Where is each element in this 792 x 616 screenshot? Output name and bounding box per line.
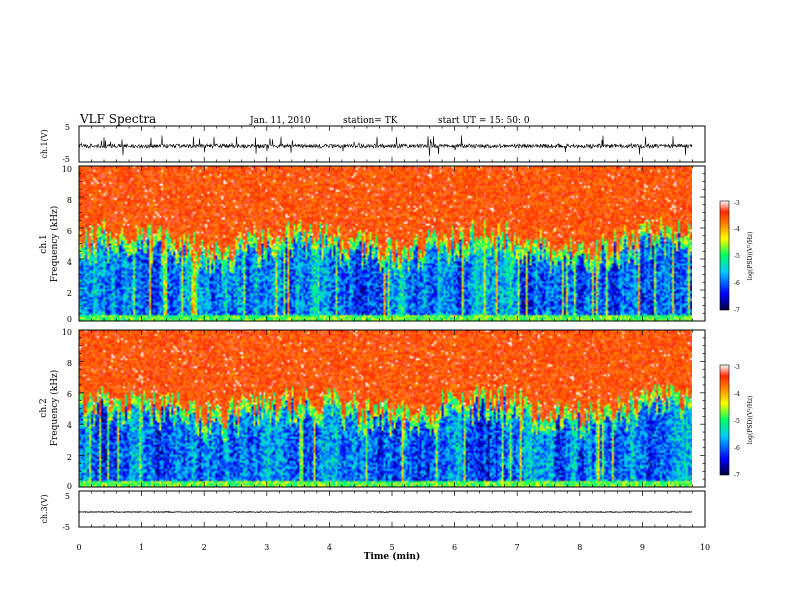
ch1-tick-top: 5 (65, 123, 70, 132)
spec2-ytick-4: 4 (67, 421, 72, 430)
xtick-9: 9 (640, 543, 645, 552)
spec1-channel-label: ch.1 (39, 234, 49, 253)
cb1-tick-m3: -3 (734, 200, 740, 207)
xtick-6: 6 (452, 543, 457, 552)
cb1-tick-m4: -4 (734, 226, 740, 233)
cb2-tick-m7: -7 (734, 472, 740, 479)
ch1-waveform-panel: 5 -5 ch.1(V) (40, 123, 706, 164)
x-axis-ticks (78, 126, 706, 527)
ch1-spectrogram-heatmap (79, 166, 692, 321)
spec2-ytick-10: 10 (62, 328, 72, 337)
spec2-frequency-label: Frequency (kHz) (49, 370, 60, 447)
ch1-waveform-line (78, 135, 693, 157)
cb1-tick-m7: -7 (734, 307, 740, 314)
cb1-tick-m5: -5 (734, 253, 740, 260)
spec2-channel-label: ch.2 (39, 398, 49, 417)
spec2-ytick-8: 8 (67, 359, 72, 368)
spec1-ytick-0: 0 (67, 315, 72, 324)
xtick-10: 10 (700, 543, 710, 552)
colorbar-ch1: -3 -4 -5 -6 -7 log(PSD)(V²/Hz) (719, 200, 754, 314)
xtick-0: 0 (76, 543, 81, 552)
cb1-tick-m6: -6 (734, 280, 740, 287)
cb2-label: log(PSD)(V²/Hz) (747, 396, 754, 445)
ch2-spectrogram-heatmap (79, 330, 692, 487)
xtick-2: 2 (202, 543, 207, 552)
xtick-5: 5 (389, 543, 394, 552)
spec1-ytick-2: 2 (67, 289, 72, 298)
ch3-tick-bottom: -5 (62, 523, 70, 532)
start-time-label: start UT = 15: 50: 0 (438, 116, 530, 126)
ch1-spectrogram-panel: 0 2 4 6 8 10 ch.1 Frequency (kHz) (39, 165, 706, 324)
figure-title: VLF Spectra (79, 112, 156, 126)
station-label: station= TK (343, 116, 398, 126)
xtick-3: 3 (264, 543, 269, 552)
spec1-ytick-8: 8 (67, 196, 72, 205)
ch3-waveform-panel: 5 -5 ch.3(V) (40, 490, 706, 532)
ch3-waveform-line (78, 510, 693, 514)
xtick-8: 8 (577, 543, 582, 552)
spec1-ytick-4: 4 (67, 258, 72, 267)
date-label: Jan. 11, 2010 (249, 116, 311, 126)
ch3-tick-top: 5 (65, 492, 70, 501)
cb2-tick-m3: -3 (734, 364, 740, 371)
spec2-ytick-6: 6 (67, 390, 72, 399)
xtick-1: 1 (139, 543, 144, 552)
spec1-frequency-label: Frequency (kHz) (49, 206, 60, 283)
cb2-tick-m6: -6 (734, 445, 740, 452)
spec2-ytick-0: 0 (67, 482, 72, 491)
ch2-spectrogram-panel: 0 2 4 6 8 10 ch.2 Frequency (kHz) (39, 328, 706, 491)
spec2-ytick-2: 2 (67, 453, 72, 462)
spec1-ytick-6: 6 (67, 227, 72, 236)
cb2-tick-m4: -4 (734, 391, 740, 398)
ch1-axis-label: ch.1(V) (40, 129, 49, 158)
x-axis-label: Time (min) (364, 551, 421, 562)
ch1-tick-bottom: -5 (62, 155, 70, 164)
xtick-7: 7 (515, 543, 520, 552)
xtick-4: 4 (327, 543, 332, 552)
ch3-axis-label: ch.3(V) (40, 494, 49, 523)
colorbar-ch2: -3 -4 -5 -6 -7 log(PSD)(V²/Hz) (719, 364, 754, 479)
cb2-tick-m5: -5 (734, 418, 740, 425)
cb1-label: log(PSD)(V²/Hz) (747, 232, 754, 281)
spec1-ytick-10: 10 (62, 165, 72, 174)
